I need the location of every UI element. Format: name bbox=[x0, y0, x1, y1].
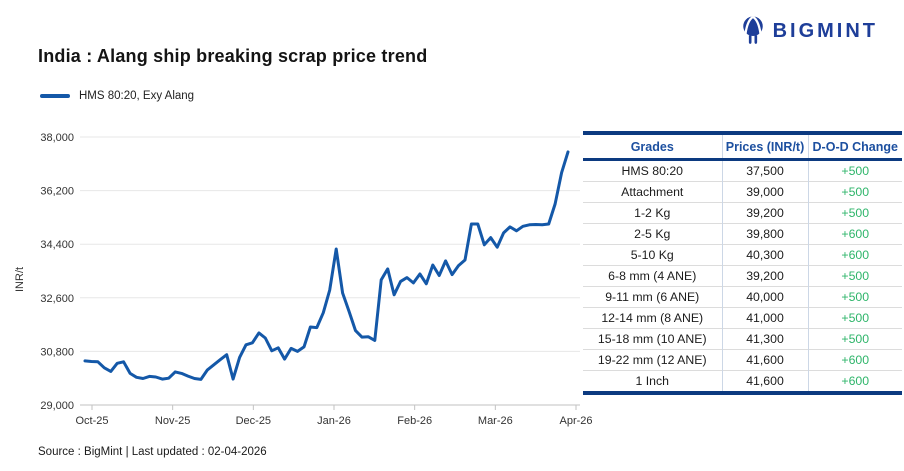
bigmint-logo: BIGMINT bbox=[740, 15, 878, 48]
change-cell: +600 bbox=[807, 370, 902, 391]
price-cell: 41,300 bbox=[721, 328, 808, 350]
change-cell: +500 bbox=[807, 159, 902, 182]
change-cell: +600 bbox=[807, 223, 902, 245]
table-row: 19-22 mm (12 ANE) 41,600 +600 bbox=[583, 349, 902, 371]
x-tick-label: Nov-25 bbox=[155, 415, 190, 427]
y-tick-label: 30,800 bbox=[40, 346, 74, 358]
x-tick-label: Dec-25 bbox=[236, 415, 271, 427]
grade-cell: 9-11 mm (6 ANE) bbox=[583, 286, 722, 308]
grade-cell: 19-22 mm (12 ANE) bbox=[583, 349, 722, 371]
price-cell: 41,600 bbox=[721, 370, 808, 391]
table-row: HMS 80:20 37,500 +500 bbox=[583, 159, 902, 182]
change-cell: +600 bbox=[807, 349, 902, 371]
bigmint-logo-text: BIGMINT bbox=[772, 20, 878, 42]
change-cell: +500 bbox=[807, 307, 902, 329]
price-cell: 39,200 bbox=[721, 202, 808, 224]
price-cell: 39,800 bbox=[721, 223, 808, 245]
grade-cell: 1 Inch bbox=[583, 370, 722, 391]
y-tick-label: 29,000 bbox=[40, 400, 74, 412]
page-title: India : Alang ship breaking scrap price … bbox=[38, 46, 428, 66]
source-note: Source : BigMint | Last updated : 02-04-… bbox=[38, 446, 267, 458]
chart-legend: HMS 80:20, Exy Alang bbox=[40, 90, 194, 102]
grade-cell: 15-18 mm (10 ANE) bbox=[583, 328, 722, 350]
grade-cell: 5-10 Kg bbox=[583, 244, 722, 266]
chart-svg: 38,000 36,200 34,400 32,600 30,800 29,000Oct-… bbox=[40, 132, 592, 427]
x-tick-label: Feb-26 bbox=[397, 415, 432, 427]
change-cell: +500 bbox=[807, 265, 902, 287]
grade-cell: 1-2 Kg bbox=[583, 202, 722, 224]
price-line bbox=[83, 150, 570, 381]
change-cell: +500 bbox=[807, 286, 902, 308]
table-row: 1-2 Kg 39,200 +500 bbox=[583, 202, 902, 224]
prices-table: Grades Prices (INR/t) D-O-D Change HMS 8… bbox=[583, 131, 902, 395]
grade-cell: 6-8 mm (4 ANE) bbox=[583, 265, 722, 287]
x-tick-label: Mar-26 bbox=[478, 415, 513, 427]
table-row: 9-11 mm (6 ANE) 40,000 +500 bbox=[583, 286, 902, 308]
price-cell: 41,000 bbox=[721, 307, 808, 329]
change-cell: +500 bbox=[807, 328, 902, 350]
grade-cell: Attachment bbox=[583, 181, 722, 203]
table-row: Attachment 39,000 +500 bbox=[583, 181, 902, 203]
price-cell: 41,600 bbox=[721, 349, 808, 371]
price-cell: 37,500 bbox=[721, 159, 808, 182]
change-cell: +500 bbox=[807, 202, 902, 224]
table-row: 15-18 mm (10 ANE) 41,300 +500 bbox=[583, 328, 902, 350]
column-header-prices: Prices (INR/t) bbox=[721, 135, 808, 161]
y-tick-label: 34,400 bbox=[40, 239, 74, 251]
column-header-grades: Grades bbox=[583, 135, 722, 161]
x-tick-label: Jan-26 bbox=[317, 415, 351, 427]
legend-line-swatch bbox=[40, 94, 70, 98]
table-row: 1 Inch 41,600 +600 bbox=[583, 370, 902, 391]
column-header-change: D-O-D Change bbox=[807, 135, 902, 161]
table-row: 2-5 Kg 39,800 +600 bbox=[583, 223, 902, 245]
bigmint-logo-icon bbox=[742, 15, 763, 44]
legend-label: HMS 80:20, Exy Alang bbox=[79, 90, 195, 102]
grade-cell: 2-5 Kg bbox=[583, 223, 722, 245]
price-cell: 39,200 bbox=[721, 265, 808, 287]
grade-cell: 12-14 mm (8 ANE) bbox=[583, 307, 722, 329]
table-row: 5-10 Kg 40,300 +600 bbox=[583, 244, 902, 266]
y-tick-label: 38,000 bbox=[40, 132, 74, 144]
y-tick-label: 36,200 bbox=[40, 186, 74, 198]
price-cell: 40,000 bbox=[721, 286, 808, 308]
price-trend-chart: 38,000 36,200 34,400 32,600 30,800 29,000 Oct-… bbox=[0, 125, 600, 445]
price-cell: 40,300 bbox=[721, 244, 808, 266]
change-cell: +500 bbox=[807, 181, 902, 203]
table-header-row: Grades Prices (INR/t) D-O-D Change bbox=[583, 135, 902, 161]
price-cell: 39,000 bbox=[721, 181, 808, 203]
change-cell: +600 bbox=[807, 244, 902, 266]
grade-cell: HMS 80:20 bbox=[621, 164, 683, 178]
x-tick-label: Apr-26 bbox=[559, 415, 592, 427]
table-row: 6-8 mm (4 ANE) 39,200 +500 bbox=[583, 265, 902, 287]
x-tick-label: Oct-25 bbox=[75, 415, 108, 427]
table-row: 12-14 mm (8 ANE) 41,000 +500 bbox=[583, 307, 902, 329]
y-tick-label: 32,600 bbox=[40, 293, 74, 305]
y-axis-title: INR/t bbox=[14, 266, 26, 292]
